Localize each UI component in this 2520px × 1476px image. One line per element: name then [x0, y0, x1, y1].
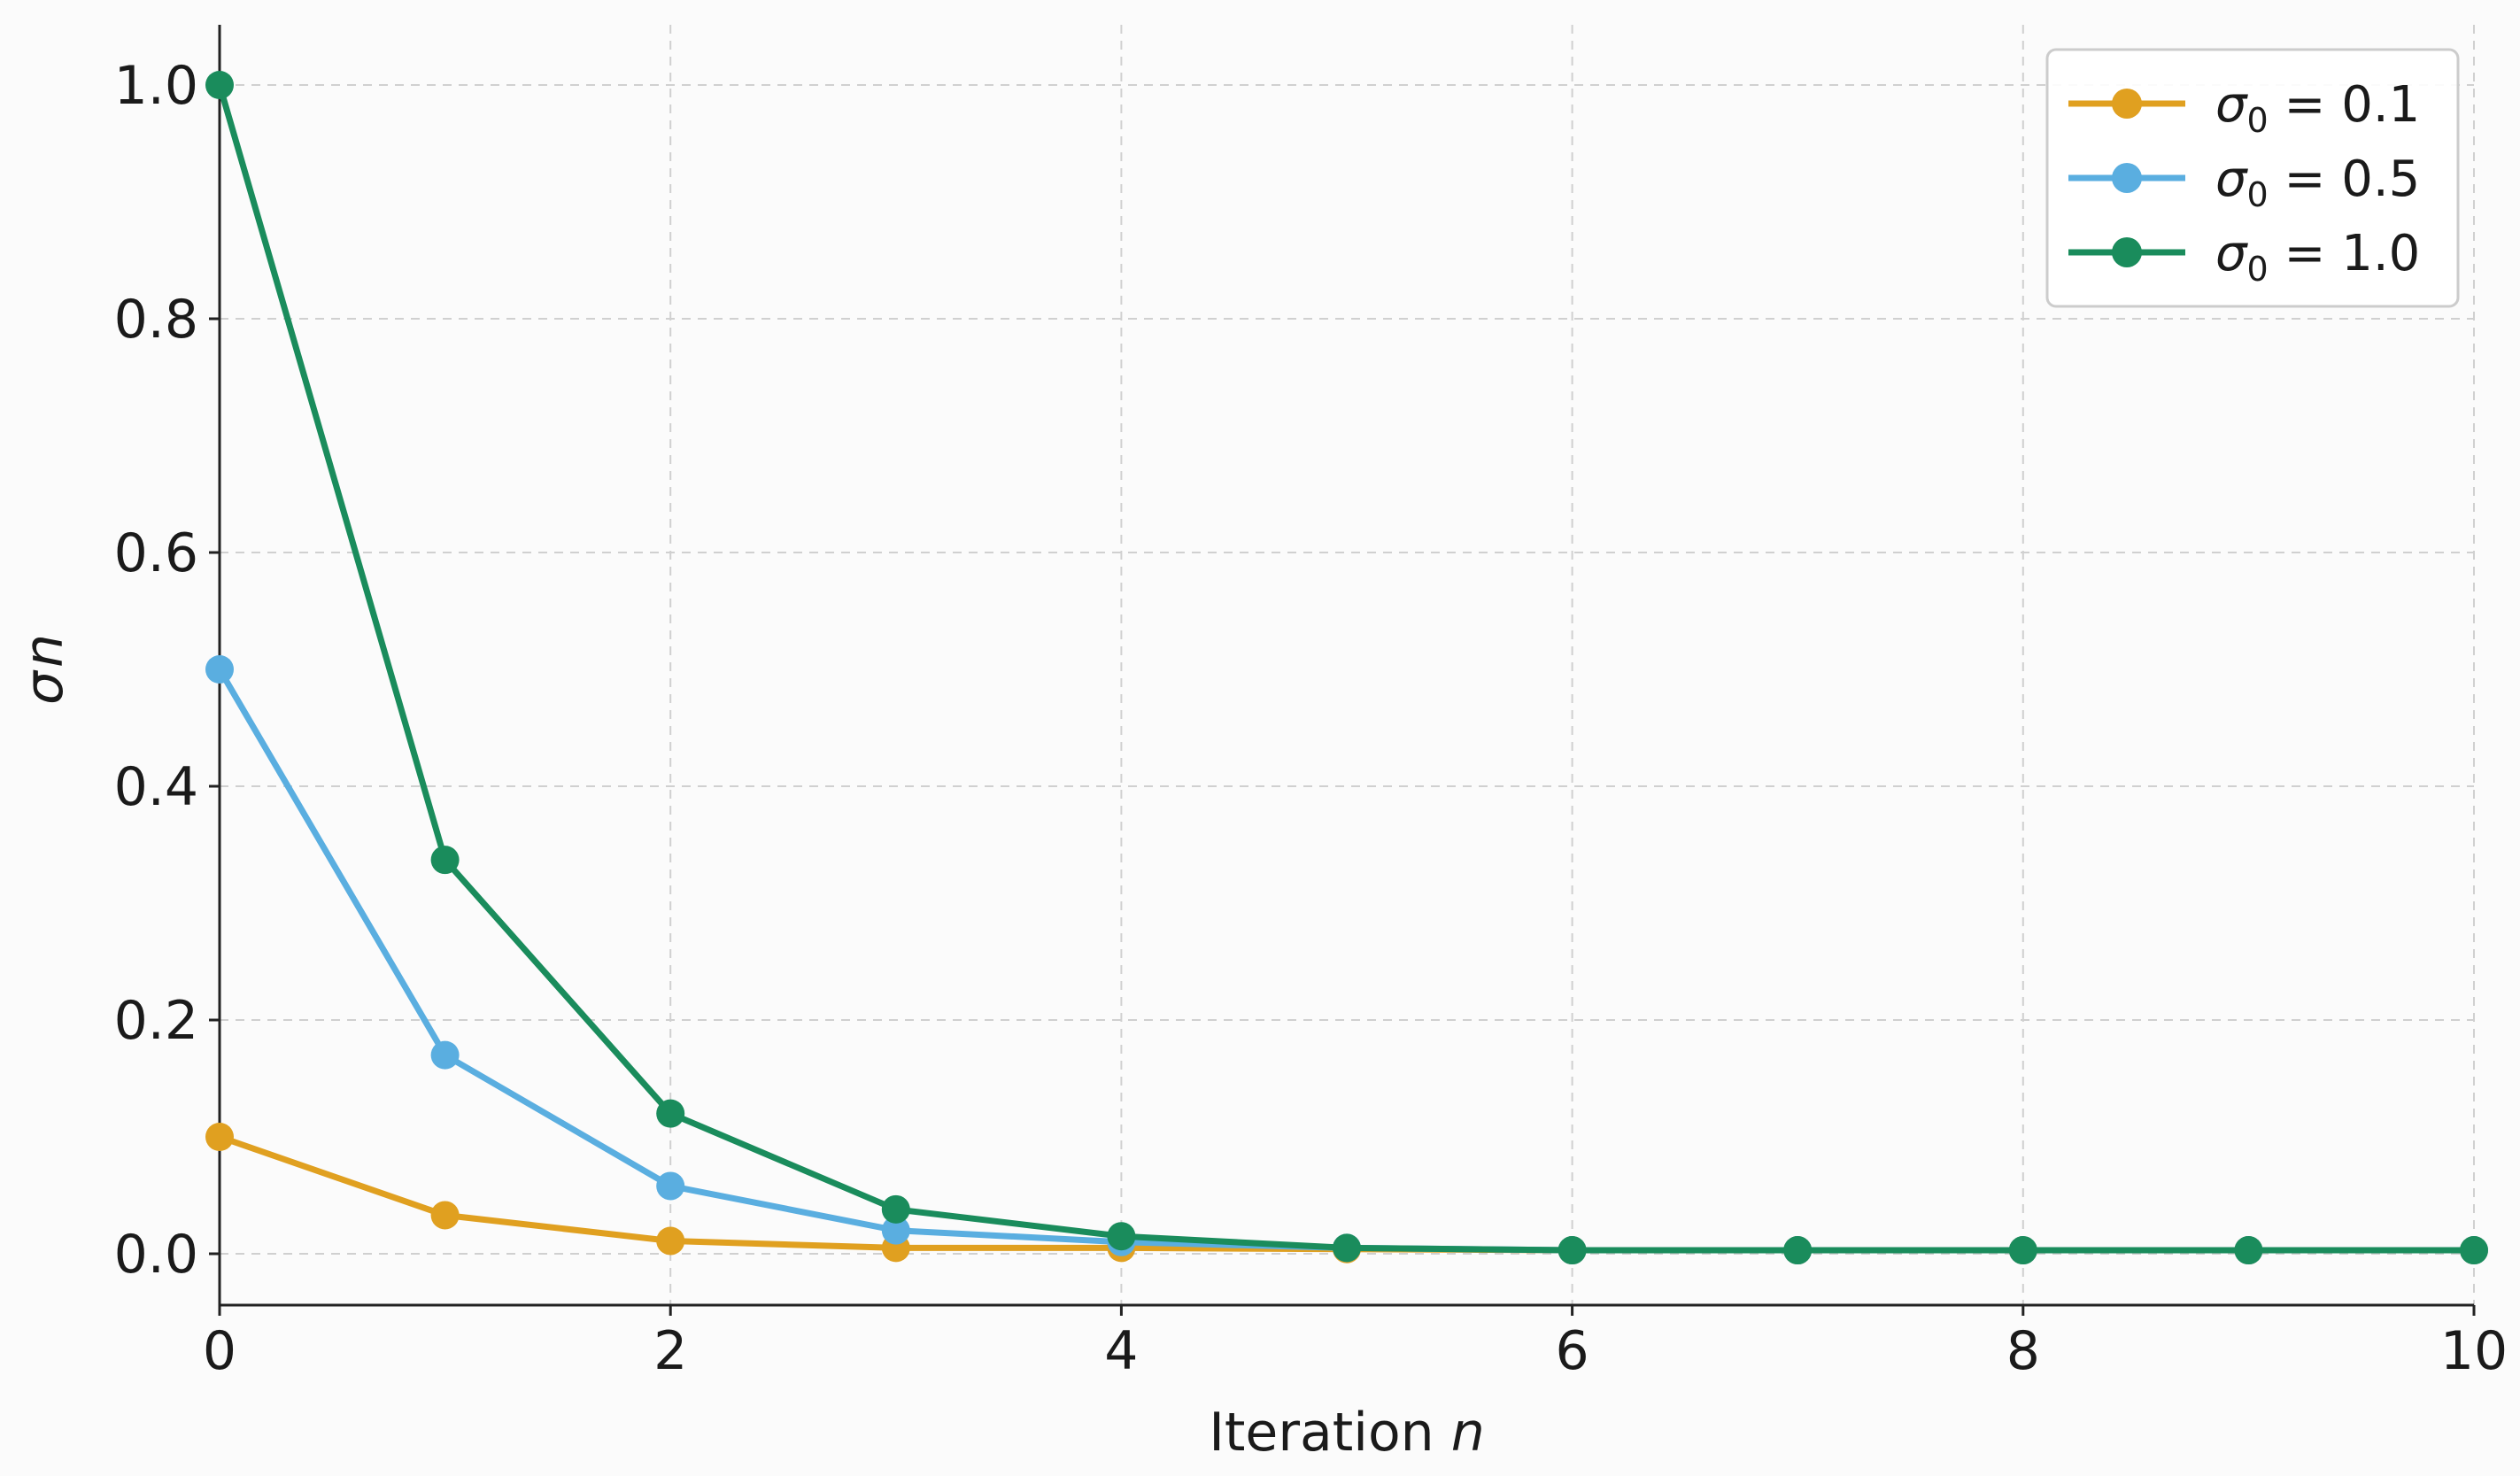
- y-tick-label: 0.0: [114, 1224, 198, 1286]
- series-line: [216, 1133, 2477, 1254]
- legend-label: σ0 = 0.1: [2215, 76, 2420, 140]
- y-tick-label: 0.4: [114, 756, 198, 818]
- data-point: [2008, 1236, 2037, 1265]
- data-point: [656, 1226, 685, 1256]
- legend-label-value: = 1.0: [2269, 225, 2421, 282]
- y-tick-label: 1.0: [114, 55, 198, 117]
- data-point: [430, 1201, 460, 1230]
- legend-label-subscript: 0: [2247, 250, 2269, 289]
- x-tick-label: 2: [653, 1320, 687, 1382]
- legend-label: σ0 = 1.0: [2215, 225, 2420, 289]
- y-axis-label-subscript: n: [13, 634, 75, 668]
- data-point: [2234, 1236, 2263, 1265]
- y-axis-label: σn: [13, 634, 75, 705]
- data-point: [2460, 1236, 2488, 1265]
- y-tick-label: 0.6: [114, 522, 198, 584]
- x-axis-label: Iteration n: [1209, 1402, 1485, 1464]
- y-tick-label: 0.8: [114, 289, 198, 351]
- data-point: [1107, 1222, 1136, 1251]
- x-axis-label-text: Iteration: [1209, 1402, 1451, 1464]
- data-point: [881, 1194, 910, 1224]
- series-2: [205, 655, 2488, 1265]
- y-axis-label-symbol: σ: [13, 669, 75, 705]
- legend-label: σ0 = 0.5: [2215, 151, 2420, 214]
- legend-label-subscript: 0: [2247, 101, 2269, 140]
- data-point: [1333, 1233, 1361, 1263]
- x-tick-label: 4: [1104, 1320, 1138, 1382]
- data-point: [205, 655, 234, 684]
- data-point: [1783, 1236, 1813, 1265]
- legend-label-symbol: σ: [2215, 76, 2248, 134]
- data-point: [1558, 1236, 1587, 1265]
- legend-entry-2: σ0 = 0.5: [2068, 151, 2420, 214]
- x-tick-label: 0: [203, 1320, 236, 1382]
- data-point: [656, 1099, 685, 1128]
- x-tick-label: 10: [2440, 1320, 2508, 1382]
- data-point: [430, 1040, 460, 1070]
- legend-label-value: = 0.1: [2269, 76, 2421, 134]
- data-point: [430, 846, 460, 875]
- series-layer: [205, 71, 2488, 1265]
- legend-marker: [2112, 163, 2142, 193]
- legend-entry-1: σ0 = 0.1: [2068, 76, 2420, 140]
- data-point: [205, 1123, 234, 1151]
- x-tick-label: 8: [2006, 1320, 2040, 1382]
- data-point: [881, 1216, 910, 1245]
- series-3: [205, 71, 2488, 1265]
- x-axis-label-variable: n: [1451, 1402, 1485, 1464]
- legend-box: [2045, 48, 2460, 308]
- legend-label-value: = 0.5: [2269, 151, 2421, 208]
- legend-label-symbol: σ: [2215, 151, 2248, 208]
- legend-label-symbol: σ: [2215, 225, 2248, 282]
- data-point: [205, 71, 234, 99]
- legend-marker: [2112, 89, 2142, 119]
- legend: σ0 = 0.1σ0 = 0.5σ0 = 1.0: [2045, 48, 2460, 308]
- series-line: [216, 666, 2477, 1254]
- y-tick-label: 0.2: [114, 990, 198, 1052]
- legend-label-subscript: 0: [2247, 175, 2269, 214]
- legend-marker: [2112, 237, 2142, 267]
- data-point: [656, 1171, 685, 1201]
- legend-entry-3: σ0 = 1.0: [2068, 225, 2420, 289]
- x-tick-label: 6: [1556, 1320, 1589, 1382]
